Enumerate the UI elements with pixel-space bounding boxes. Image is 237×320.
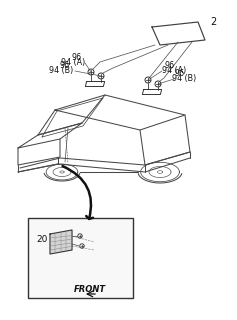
Text: FRONT: FRONT: [74, 285, 106, 294]
Polygon shape: [50, 230, 72, 254]
Text: 96: 96: [60, 61, 70, 70]
Text: 96: 96: [175, 69, 185, 78]
Text: 94 (A): 94 (A): [162, 66, 186, 75]
Text: 20: 20: [36, 236, 47, 244]
Text: 96: 96: [165, 61, 175, 70]
Bar: [28, 218, 133, 298]
Text: 94 (B): 94 (B): [49, 66, 73, 75]
Text: 2: 2: [210, 17, 216, 27]
Text: 94 (A): 94 (A): [61, 58, 85, 67]
Text: 96: 96: [72, 53, 82, 62]
Text: 94 (B): 94 (B): [172, 74, 196, 83]
